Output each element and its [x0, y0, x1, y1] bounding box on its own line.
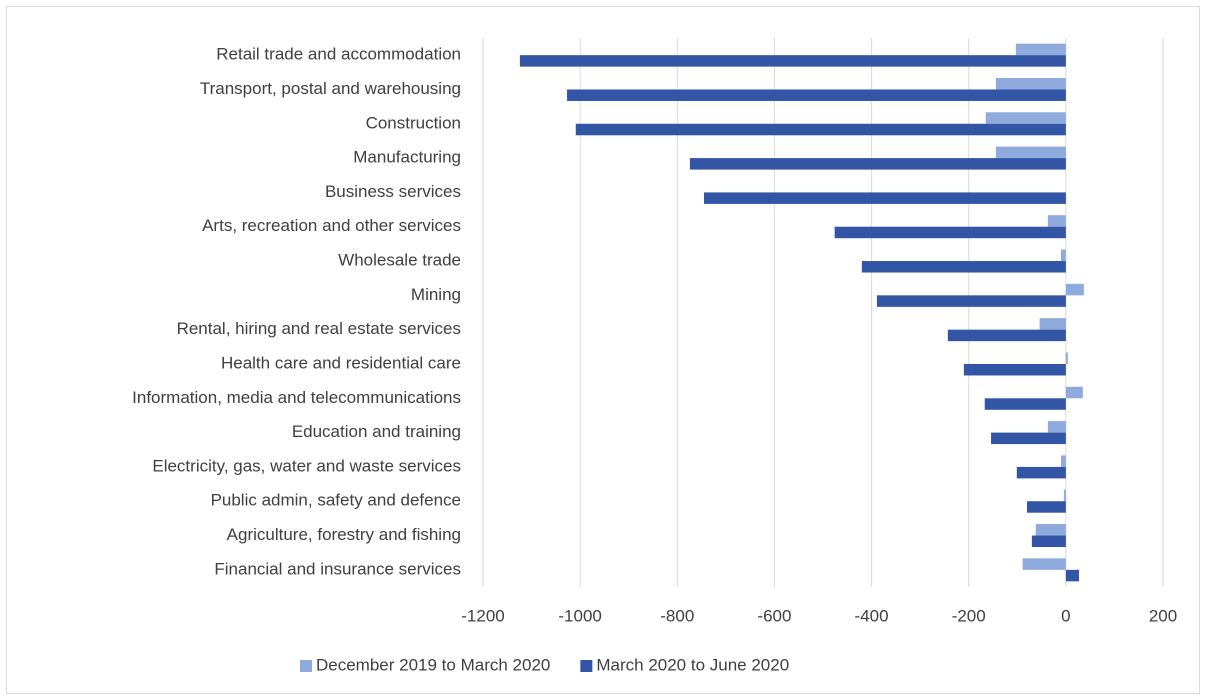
bar — [575, 123, 1066, 136]
bar — [1065, 569, 1079, 582]
legend-swatch — [580, 660, 593, 672]
x-tick-label: -800 — [660, 606, 694, 625]
bar — [947, 329, 1066, 342]
bar — [1016, 466, 1066, 479]
bar — [567, 89, 1066, 101]
y-tick-label: Public admin, safety and defence — [211, 491, 461, 510]
bar — [1063, 489, 1066, 502]
bar — [984, 398, 1066, 410]
y-tick-label: Arts, recreation and other services — [202, 216, 461, 235]
x-tick-label: -400 — [855, 606, 889, 625]
bar — [876, 295, 1066, 307]
y-tick-label: Education and training — [292, 422, 461, 441]
bar — [985, 112, 1066, 124]
bar — [1027, 501, 1066, 513]
bar — [1031, 535, 1066, 548]
y-tick-label: Health care and residential care — [221, 353, 461, 372]
bar — [995, 77, 1066, 90]
bar — [834, 226, 1066, 239]
bar — [1065, 386, 1083, 399]
y-tick-label: Financial and insurance services — [214, 559, 461, 578]
y-tick-label: Transport, postal and warehousing — [200, 79, 461, 98]
bar — [963, 363, 1066, 376]
bar — [1047, 421, 1066, 433]
y-tick-label: Retail trade and accommodation — [216, 45, 461, 64]
bar — [1065, 283, 1084, 296]
bar — [519, 55, 1066, 67]
x-tick-label: -200 — [952, 606, 986, 625]
x-tick-label: -1200 — [461, 606, 504, 625]
bar — [1035, 524, 1066, 536]
y-tick-label: Electricity, gas, water and waste servic… — [152, 456, 461, 475]
y-tick-label: Agriculture, forestry and fishing — [227, 525, 461, 544]
y-tick-label: Wholesale trade — [338, 251, 461, 270]
bar — [1065, 352, 1068, 364]
y-tick-label: Construction — [366, 113, 461, 132]
legend-swatch — [300, 660, 312, 672]
x-tick-label: 200 — [1149, 606, 1177, 625]
bar — [991, 432, 1066, 445]
bar — [1047, 215, 1066, 227]
x-tick-label: 0 — [1061, 606, 1070, 625]
legend-label: December 2019 to March 2020 — [316, 655, 550, 674]
x-tick-label: -600 — [757, 606, 791, 625]
legend-label: March 2020 to June 2020 — [596, 655, 789, 674]
x-tick-label: -1000 — [558, 606, 601, 625]
bar — [704, 192, 1066, 204]
bar — [1061, 249, 1066, 262]
y-tick-label: Information, media and telecommunication… — [132, 388, 461, 407]
y-tick-label: Rental, hiring and real estate services — [177, 319, 461, 338]
y-tick-label: Business services — [325, 182, 461, 201]
bar — [1022, 558, 1066, 570]
bar — [995, 146, 1066, 159]
y-tick-label: Manufacturing — [353, 148, 461, 167]
bar — [1061, 455, 1066, 467]
bar — [861, 261, 1066, 273]
y-tick-label: Mining — [411, 285, 461, 304]
bar — [689, 158, 1066, 170]
chart-border — [6, 6, 1200, 694]
bar — [1015, 43, 1066, 56]
bar — [1039, 318, 1066, 330]
